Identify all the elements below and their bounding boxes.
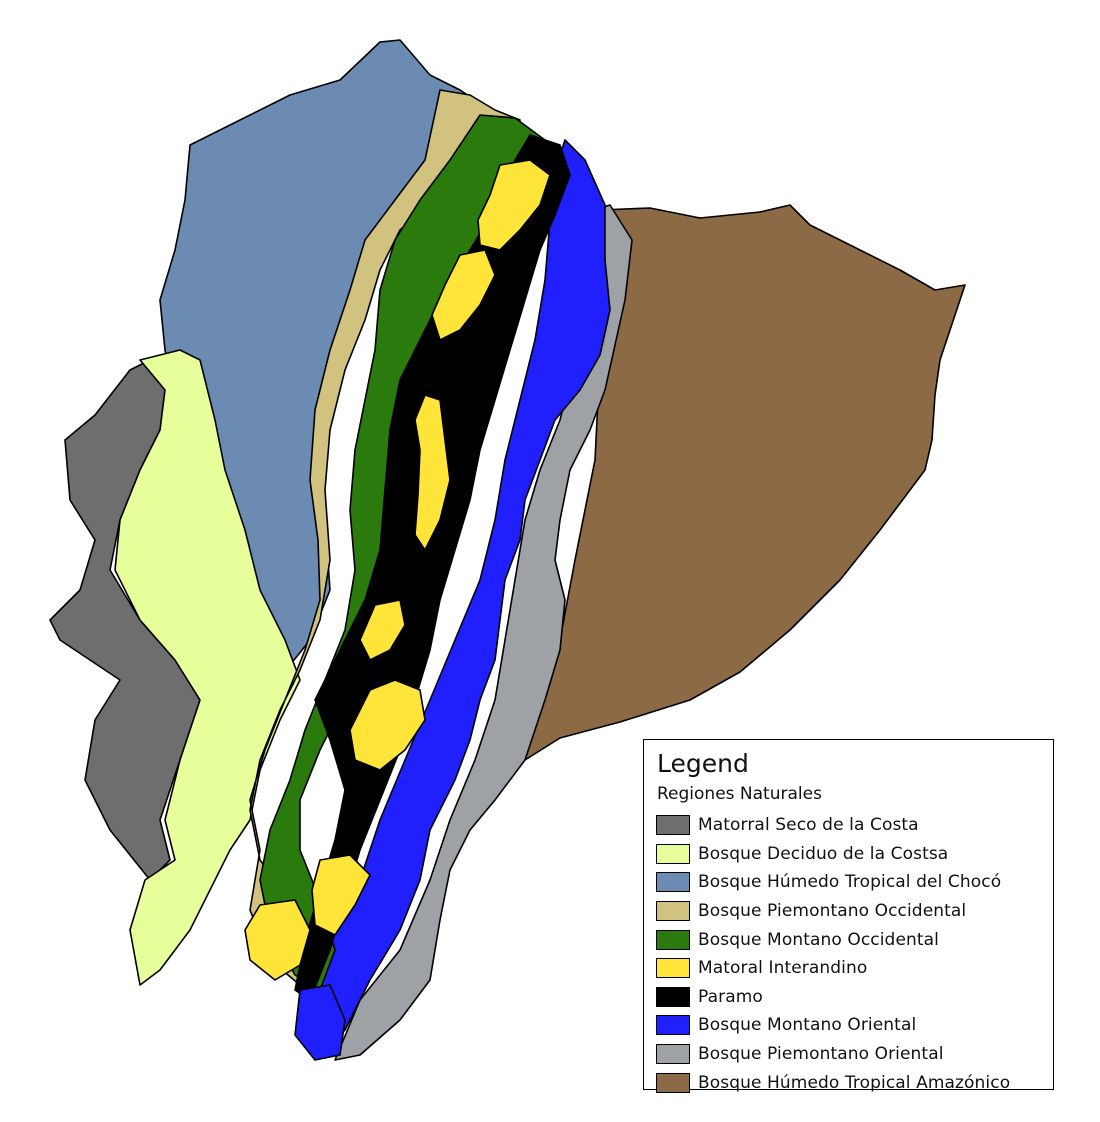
region-matoral-interandino [359, 599, 406, 661]
legend-label: Bosque Húmedo Tropical Amazónico [698, 1072, 1011, 1093]
legend-item: Matoral Interandino [656, 954, 1041, 983]
legend-subtitle: Regiones Naturales [657, 784, 822, 804]
legend-swatch [656, 843, 690, 864]
legend-label: Bosque Montano Oriental [698, 1015, 917, 1036]
legend-label: Paramo [698, 986, 763, 1007]
legend-title: Legend [657, 749, 749, 778]
legend-item: Bosque Húmedo Tropical Amazónico [656, 1068, 1041, 1097]
region-matoral-interandino [477, 159, 551, 251]
legend-label: Bosque Húmedo Tropical del Chocó [698, 872, 1002, 893]
legend-swatch [656, 901, 690, 922]
legend-item: Bosque Piemontano Occidental [656, 897, 1041, 926]
legend-swatch [656, 986, 690, 1007]
region-bosque-montano-oriental [299, 139, 611, 1051]
legend-swatch [656, 958, 690, 979]
region-matoral-interandino [244, 899, 311, 981]
legend-item: Bosque Deciduo de la Costsa [656, 840, 1041, 869]
legend-item: Bosque Montano Oriental [656, 1011, 1041, 1040]
legend-label: Bosque Montano Occidental [698, 929, 939, 950]
region-matoral-interandino [311, 854, 371, 936]
legend-swatch [656, 1015, 690, 1036]
legend-label: Bosque Deciduo de la Costsa [698, 843, 949, 864]
legend-item: Bosque Piemontano Oriental [656, 1040, 1041, 1069]
legend-label: Bosque Piemontano Oriental [698, 1044, 944, 1065]
legend-item: Bosque Húmedo Tropical del Chocó [656, 868, 1041, 897]
region-bosque-deciduo-de-la-costa [114, 349, 301, 986]
legend-swatch [656, 815, 690, 836]
legend-swatch [656, 1072, 690, 1093]
legend-label: Matoral Interandino [698, 958, 868, 979]
region-bosque-montano-oriental [294, 984, 346, 1061]
map-legend: Legend Regiones Naturales Matorral Seco … [643, 739, 1054, 1093]
legend-item: Paramo [656, 983, 1041, 1012]
region-matoral-interandino [431, 249, 496, 341]
legend-swatch [656, 1044, 690, 1065]
region-matoral-interandino [414, 394, 451, 551]
legend-swatch [656, 929, 690, 950]
legend-item: Bosque Montano Occidental [656, 925, 1041, 954]
legend-label: Bosque Piemontano Occidental [698, 901, 967, 922]
legend-label: Matorral Seco de la Costa [698, 815, 919, 836]
legend-swatch [656, 872, 690, 893]
region-matoral-interandino [349, 679, 426, 771]
legend-item: Matorral Seco de la Costa [656, 811, 1041, 840]
